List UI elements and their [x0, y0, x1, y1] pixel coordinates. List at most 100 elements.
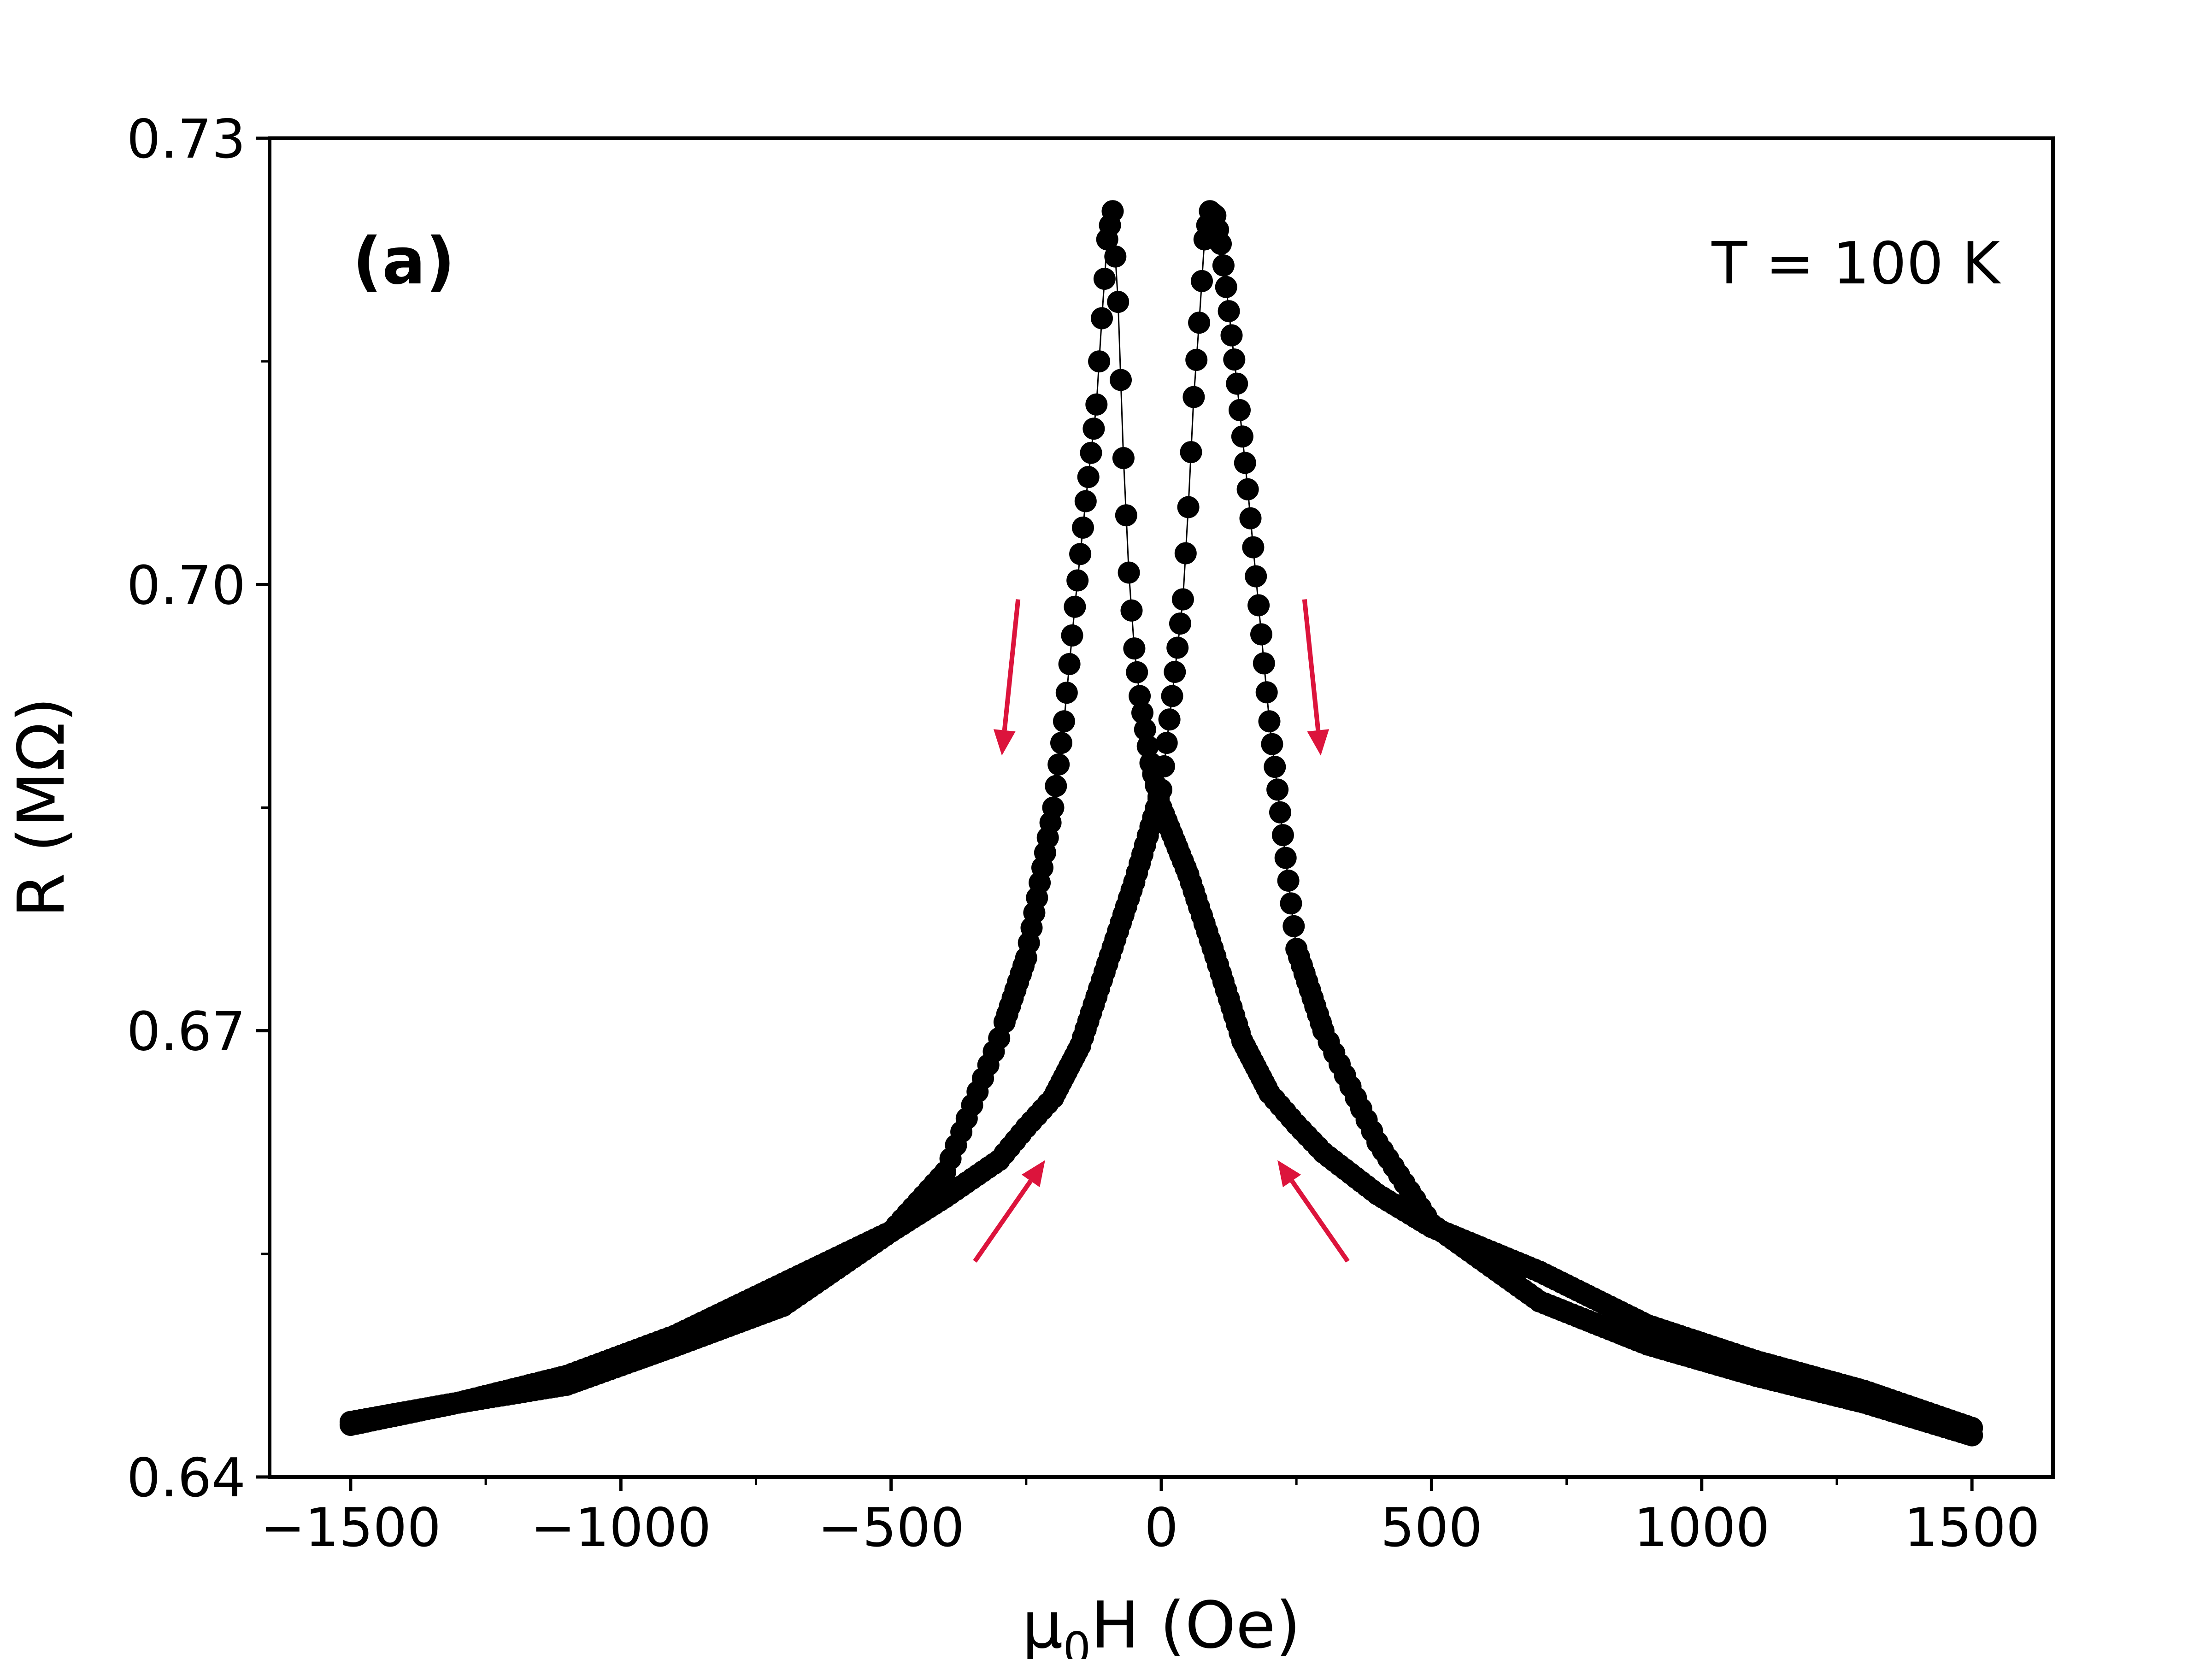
series-1-point-210	[1258, 710, 1281, 733]
series-1-point-215	[1271, 824, 1294, 847]
direction-arrow-3	[1277, 1160, 1350, 1263]
series-1	[339, 200, 1983, 1447]
panel-label: (a)	[353, 224, 455, 299]
series-1-point-206	[1247, 594, 1270, 617]
series-0-point-204	[1058, 653, 1081, 675]
y-tick-label: 0.70	[127, 554, 246, 617]
series-1-point-184	[1188, 312, 1211, 334]
series-1-point-185	[1191, 270, 1213, 292]
series-0-point-187	[1104, 245, 1127, 268]
direction-arrow-2-head	[1021, 1160, 1045, 1188]
x-tick-label: −500	[818, 1497, 965, 1559]
series-0-point-175	[1136, 735, 1159, 758]
series-1-point-198	[1226, 372, 1248, 395]
series-0-point-196	[1080, 441, 1102, 464]
series-1-point-205	[1245, 565, 1267, 588]
series-0-point-182	[1118, 561, 1140, 584]
series-1-point-173	[1158, 708, 1181, 731]
series-0-point-203	[1061, 624, 1083, 647]
series-1-point-180	[1177, 496, 1200, 518]
x-tick-label: 1000	[1634, 1497, 1770, 1559]
series-1-point-209	[1255, 681, 1278, 704]
series-1-point-172	[1155, 732, 1178, 754]
series-0-point-207	[1050, 732, 1072, 754]
series-0-point-208	[1047, 753, 1070, 776]
series-0-point-195	[1082, 418, 1105, 440]
series-1-point-177	[1169, 612, 1191, 635]
x-axis-label-subscript: 0	[1063, 1624, 1091, 1659]
series-1-point-193	[1212, 254, 1235, 276]
series-1-point-213	[1266, 778, 1289, 801]
series-1-point-211	[1261, 733, 1283, 755]
direction-arrow-1-shaft	[1302, 599, 1321, 731]
series-1-point-171	[1153, 755, 1175, 777]
series-0-point-200	[1069, 543, 1092, 565]
sweep-direction-arrows	[973, 599, 1350, 1263]
series-0-point-184	[1112, 447, 1135, 469]
series-1-point-197	[1223, 348, 1246, 371]
series-1-point-208	[1253, 652, 1275, 675]
x-tick-label: 0	[1144, 1497, 1178, 1559]
series-1-point-214	[1269, 801, 1291, 824]
x-tick-label: 1500	[1904, 1497, 2040, 1559]
series-1-point-183	[1185, 348, 1208, 371]
y-axis-label: R (MΩ)	[4, 697, 79, 918]
temperature-annotation: T = 100 K	[1711, 229, 2001, 297]
series-0-point-192	[1091, 307, 1113, 329]
direction-arrow-2	[973, 1160, 1045, 1263]
series-1-point-194	[1215, 276, 1237, 298]
data-series-layer	[339, 200, 1983, 1447]
series-1-point-200	[1231, 425, 1253, 448]
series-0-point-177	[1131, 701, 1153, 724]
series-0-point-205	[1055, 682, 1078, 704]
series-0-point-199	[1072, 516, 1094, 539]
axis-ticks: −1500 −1000 −500 0 500 1000 1500 0.64 0.67 0.70 0.…	[127, 108, 2040, 1559]
series-1-point-207	[1250, 623, 1272, 646]
series-1-point-219	[1282, 915, 1305, 937]
x-tick-label: 500	[1381, 1497, 1483, 1559]
series-0-point-183	[1115, 504, 1137, 527]
series-1-point-181	[1180, 441, 1202, 464]
series-0-point-185	[1110, 369, 1132, 391]
series-1-point-203	[1239, 507, 1262, 529]
x-axis-label: μ0H (Oe)	[1022, 1588, 1301, 1659]
series-1-point-170	[1150, 778, 1172, 801]
series-0-point-179	[1126, 661, 1148, 683]
y-tick-label: 0.67	[127, 1001, 246, 1063]
series-1-point-204	[1242, 536, 1265, 559]
series-1-point-350	[1961, 1424, 1983, 1447]
series-1-point-201	[1234, 452, 1256, 474]
series-0-point-201	[1066, 569, 1089, 592]
series-1-point-182	[1182, 386, 1205, 408]
series-0-point-178	[1129, 685, 1151, 707]
direction-arrow-0-shaft	[1002, 599, 1021, 731]
series-1-point-216	[1274, 847, 1297, 869]
x-tick-label: −1500	[260, 1497, 441, 1559]
x-axis-label-rest: H (Oe)	[1091, 1588, 1300, 1659]
series-1-point-218	[1280, 892, 1302, 915]
series-1-point-195	[1218, 300, 1240, 323]
x-axis-label-mu: μ	[1022, 1588, 1063, 1659]
direction-arrow-0	[993, 599, 1021, 756]
series-0-point-180	[1123, 637, 1146, 660]
direction-arrow-2-shaft	[973, 1179, 1033, 1263]
direction-arrow-3-head	[1277, 1160, 1301, 1188]
series-0-point-202	[1064, 595, 1086, 618]
series-0-point-181	[1120, 599, 1143, 622]
series-0-point-186	[1107, 291, 1130, 313]
series-0-point-194	[1085, 393, 1108, 416]
x-tick-label: −1000	[530, 1497, 711, 1559]
series-1-point-175	[1164, 661, 1186, 683]
direction-arrow-0-head	[993, 729, 1016, 756]
series-0-point-191	[1093, 268, 1116, 290]
series-1-point-196	[1220, 324, 1243, 347]
series-1-point-212	[1264, 756, 1286, 778]
series-1-point-176	[1166, 636, 1189, 659]
series-0-point-198	[1074, 490, 1097, 512]
series-0-point-197	[1077, 466, 1100, 488]
series-0-point-176	[1134, 718, 1156, 741]
direction-arrow-3-shaft	[1290, 1179, 1350, 1263]
y-tick-label: 0.64	[127, 1447, 246, 1509]
series-1-point-179	[1174, 542, 1197, 565]
